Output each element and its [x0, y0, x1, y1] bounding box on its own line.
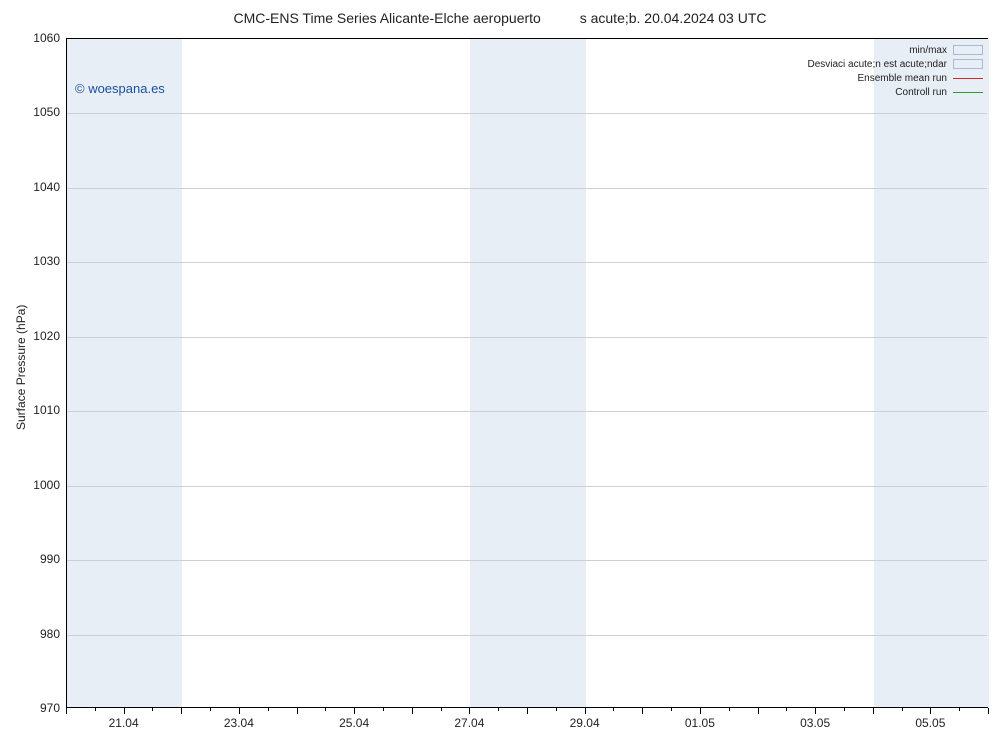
- y-tick-label: 1030: [24, 254, 60, 268]
- legend-item: Desviaci acute;n est acute;ndar: [807, 57, 983, 71]
- y-tick-label: 1010: [24, 403, 60, 417]
- x-tick-mark: [815, 708, 816, 714]
- x-tick-mark: [268, 708, 269, 711]
- chart-title: CMC-ENS Time Series Alicante-Elche aerop…: [0, 10, 1000, 26]
- gridline: [67, 113, 987, 114]
- y-tick-label: 1050: [24, 105, 60, 119]
- x-tick-mark: [325, 708, 326, 711]
- y-tick-label: 980: [24, 627, 60, 641]
- weekend-band: [67, 39, 182, 707]
- gridline: [67, 635, 987, 636]
- x-tick-mark: [613, 708, 614, 711]
- x-tick-mark: [152, 708, 153, 711]
- x-tick-label: 21.04: [109, 716, 139, 730]
- x-tick-mark: [844, 708, 845, 711]
- x-tick-mark: [988, 708, 989, 714]
- legend-band-swatch: [953, 59, 983, 69]
- gridline: [67, 337, 987, 338]
- x-tick-mark: [959, 708, 960, 711]
- x-tick-mark: [441, 708, 442, 711]
- legend-label: Ensemble mean run: [858, 73, 948, 84]
- gridline: [67, 262, 987, 263]
- y-tick-label: 1000: [24, 478, 60, 492]
- legend-band-swatch: [953, 45, 983, 55]
- x-tick-mark: [758, 708, 759, 714]
- legend-label: Desviaci acute;n est acute;ndar: [807, 59, 947, 70]
- x-tick-mark: [729, 708, 730, 711]
- legend-item: min/max: [807, 43, 983, 57]
- x-tick-mark: [210, 708, 211, 711]
- gridline: [67, 560, 987, 561]
- x-tick-label: 25.04: [339, 716, 369, 730]
- x-tick-label: 05.05: [915, 716, 945, 730]
- title-right: s acute;b. 20.04.2024 03 UTC: [580, 10, 767, 26]
- x-tick-mark: [671, 708, 672, 711]
- x-tick-label: 27.04: [454, 716, 484, 730]
- x-tick-mark: [642, 708, 643, 714]
- gridline: [67, 411, 987, 412]
- y-tick-label: 1060: [24, 31, 60, 45]
- x-tick-mark: [239, 708, 240, 714]
- y-tick-label: 990: [24, 552, 60, 566]
- y-tick-label: 1040: [24, 180, 60, 194]
- x-tick-mark: [930, 708, 931, 714]
- x-tick-mark: [786, 708, 787, 711]
- x-tick-mark: [95, 708, 96, 711]
- x-tick-label: 23.04: [224, 716, 254, 730]
- watermark: © woespana.es: [75, 81, 165, 96]
- legend-label: Controll run: [895, 87, 947, 98]
- x-tick-mark: [297, 708, 298, 714]
- x-tick-mark: [527, 708, 528, 714]
- legend-label: min/max: [909, 45, 947, 56]
- x-tick-mark: [66, 708, 67, 714]
- weekend-band: [874, 39, 989, 707]
- x-tick-label: 29.04: [570, 716, 600, 730]
- legend-line-swatch: [953, 78, 983, 79]
- gridline: [67, 486, 987, 487]
- legend-item: Ensemble mean run: [807, 71, 983, 85]
- x-tick-mark: [556, 708, 557, 711]
- legend: min/max Desviaci acute;n est acute;ndar En…: [807, 43, 983, 99]
- x-tick-mark: [585, 708, 586, 714]
- x-tick-mark: [354, 708, 355, 714]
- x-tick-mark: [700, 708, 701, 714]
- title-left: CMC-ENS Time Series Alicante-Elche aerop…: [233, 10, 540, 26]
- x-tick-mark: [902, 708, 903, 711]
- x-tick-label: 01.05: [685, 716, 715, 730]
- y-tick-label: 970: [24, 701, 60, 715]
- plot-area: © woespana.es min/max Desviaci acute;n est…: [66, 38, 988, 708]
- y-tick-label: 1020: [24, 329, 60, 343]
- x-tick-label: 03.05: [800, 716, 830, 730]
- gridline: [67, 188, 987, 189]
- x-tick-mark: [498, 708, 499, 711]
- x-tick-mark: [181, 708, 182, 714]
- x-tick-mark: [873, 708, 874, 714]
- x-tick-mark: [383, 708, 384, 711]
- legend-line-swatch: [953, 92, 983, 93]
- x-tick-mark: [124, 708, 125, 714]
- chart-container: CMC-ENS Time Series Alicante-Elche aerop…: [0, 0, 1000, 733]
- weekend-band: [470, 39, 585, 707]
- x-tick-mark: [412, 708, 413, 714]
- legend-item: Controll run: [807, 85, 983, 99]
- x-tick-mark: [469, 708, 470, 714]
